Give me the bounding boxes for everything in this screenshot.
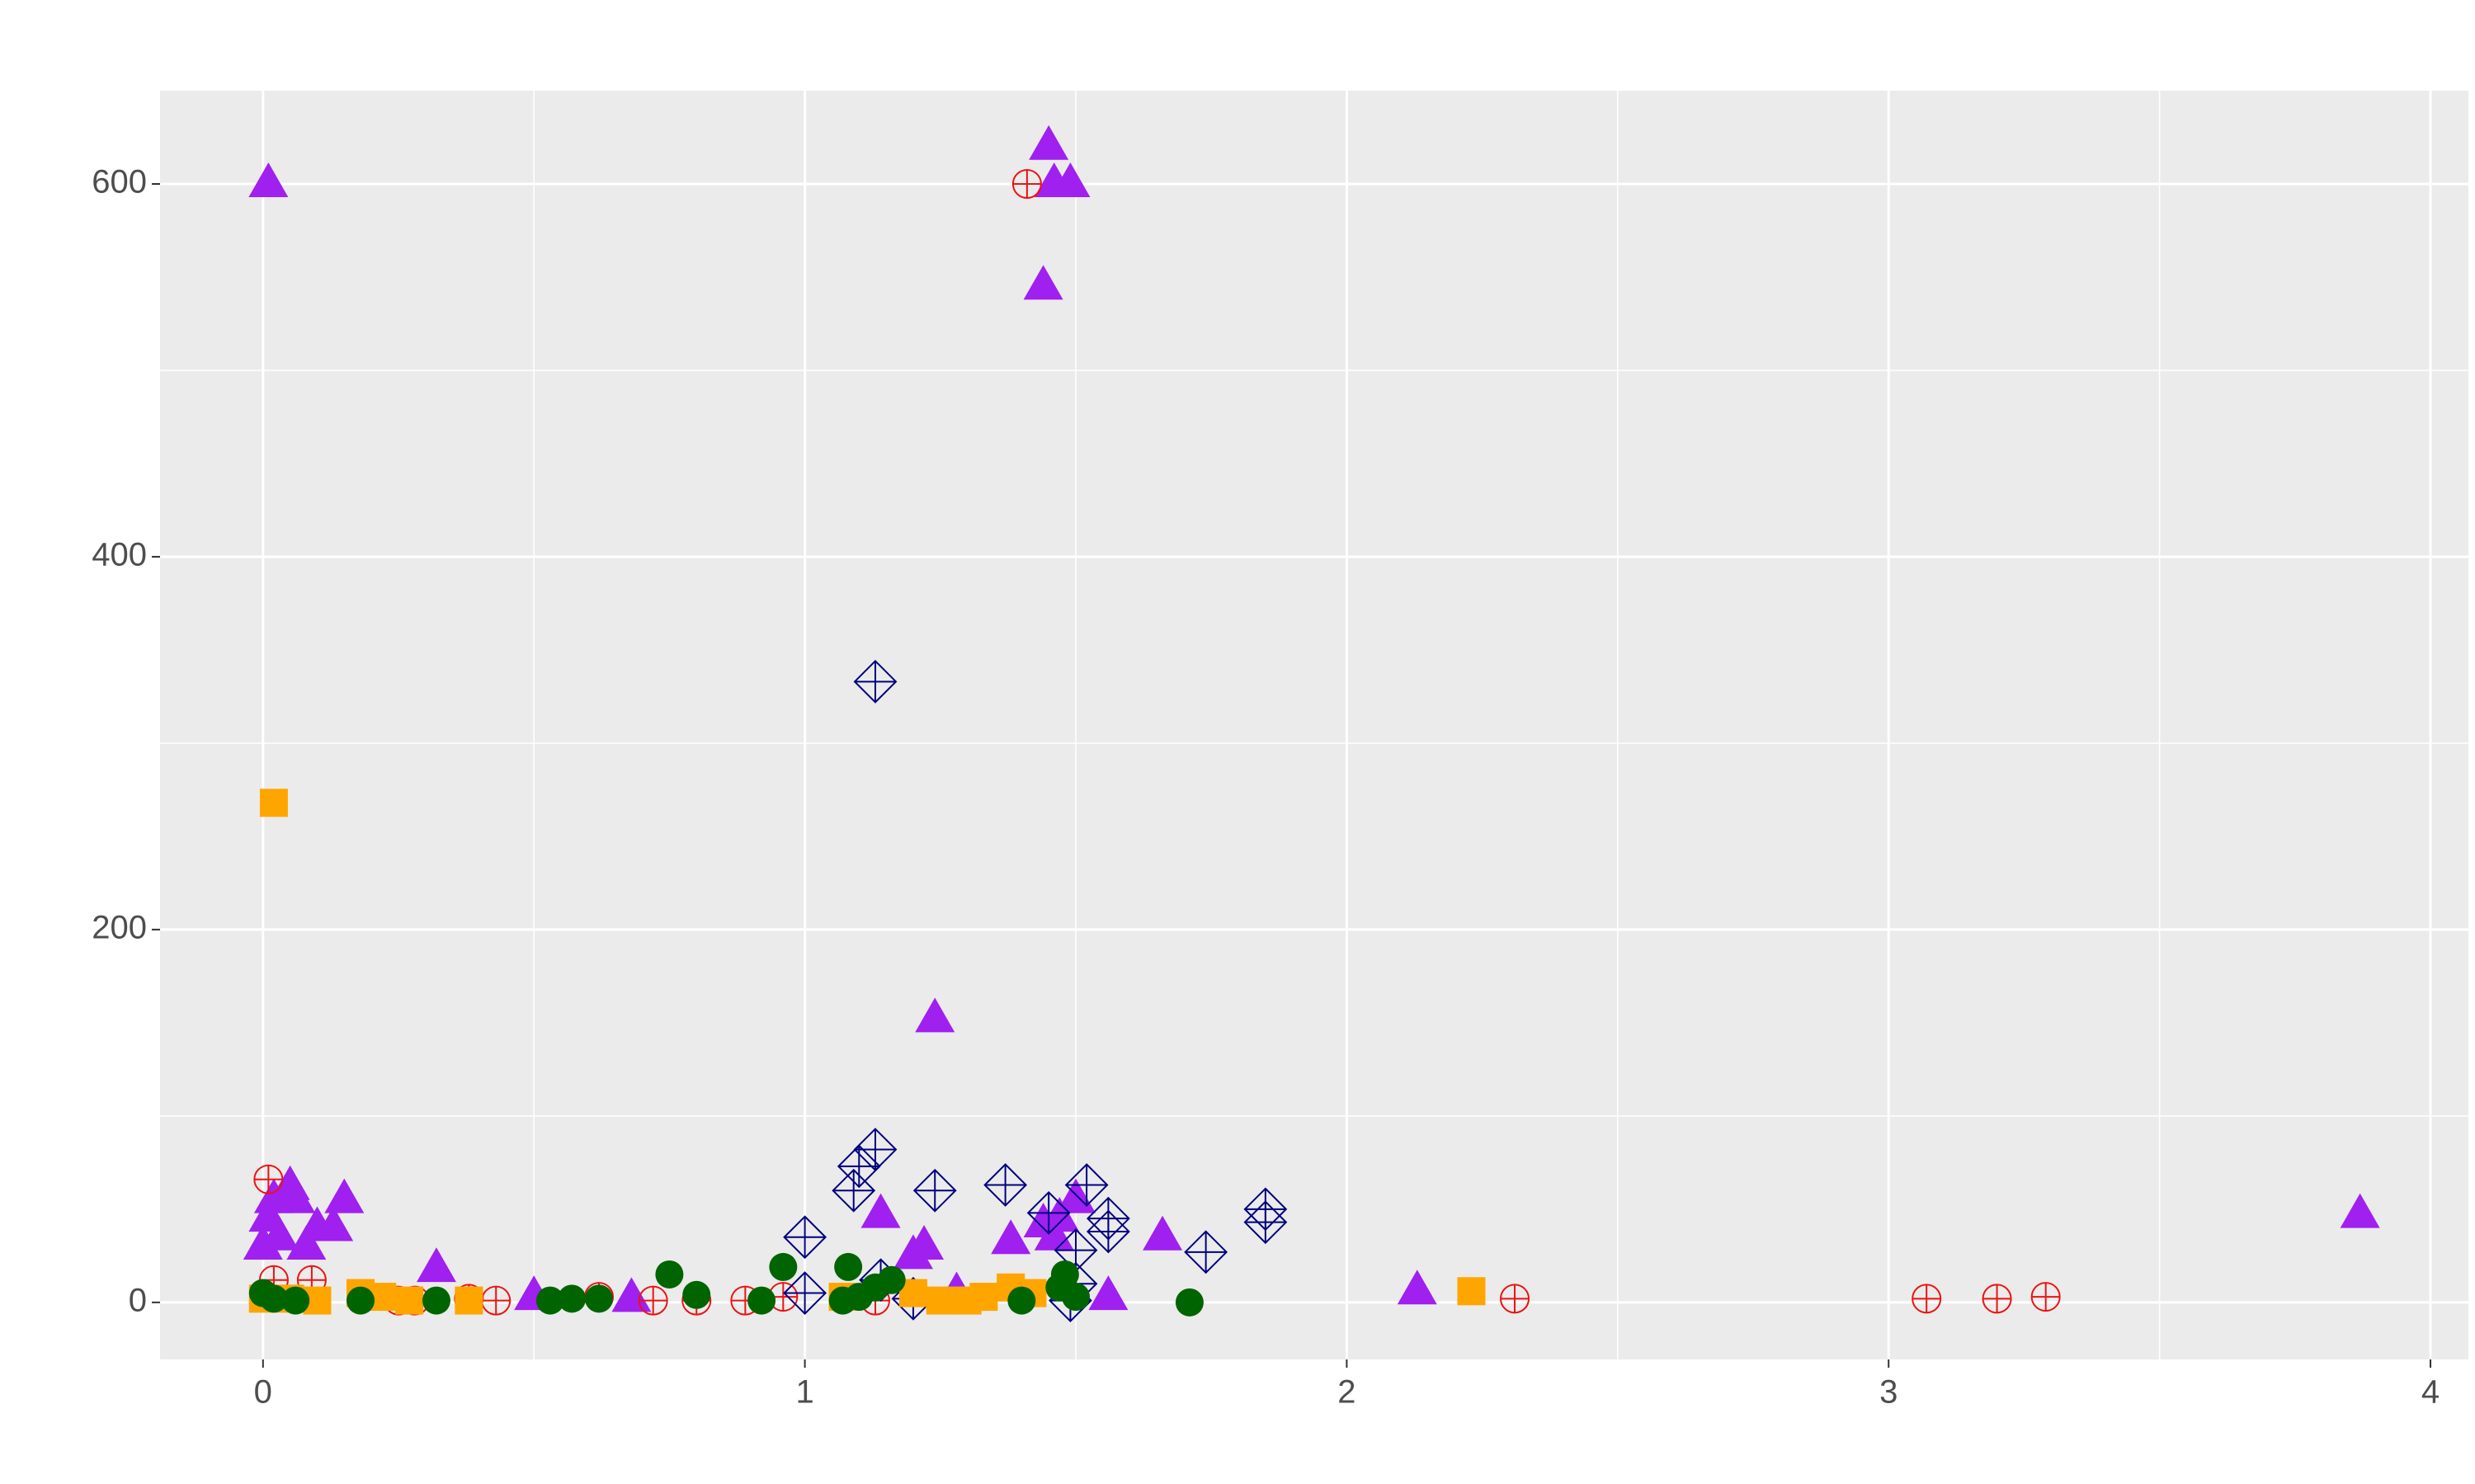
point bbox=[983, 1163, 1028, 1207]
point bbox=[324, 1178, 365, 1213]
y-tick-label: 0 bbox=[129, 1282, 147, 1318]
x-tick-label: 2 bbox=[1337, 1374, 1355, 1411]
point bbox=[395, 1286, 424, 1315]
point bbox=[248, 162, 289, 197]
point bbox=[558, 1284, 587, 1313]
point bbox=[1026, 1190, 1071, 1235]
point bbox=[1143, 1215, 1183, 1251]
point bbox=[1088, 1275, 1129, 1311]
point bbox=[915, 997, 955, 1033]
point bbox=[853, 659, 898, 704]
y-tick-label: 600 bbox=[92, 164, 147, 200]
y-tick-label: 400 bbox=[92, 537, 147, 573]
point bbox=[638, 1285, 668, 1316]
point bbox=[783, 1215, 827, 1260]
point bbox=[455, 1286, 483, 1315]
point bbox=[1029, 125, 1069, 160]
point bbox=[481, 1285, 512, 1316]
point bbox=[769, 1252, 798, 1281]
point bbox=[1500, 1284, 1530, 1314]
point bbox=[1982, 1284, 2012, 1314]
point bbox=[535, 1286, 564, 1315]
point bbox=[422, 1286, 450, 1315]
point bbox=[259, 1284, 288, 1313]
point bbox=[2340, 1193, 2380, 1228]
point bbox=[837, 1144, 881, 1189]
panel bbox=[160, 91, 2468, 1359]
point bbox=[416, 1247, 456, 1283]
point bbox=[346, 1286, 375, 1315]
point bbox=[1086, 1209, 1130, 1254]
x-tick-label: 1 bbox=[795, 1374, 813, 1411]
point bbox=[926, 1286, 955, 1315]
point bbox=[1040, 1197, 1080, 1232]
point bbox=[253, 1164, 284, 1194]
point bbox=[1457, 1277, 1486, 1306]
point bbox=[1912, 1284, 1942, 1314]
point bbox=[281, 1286, 310, 1315]
point bbox=[991, 1219, 1031, 1255]
x-tick-label: 3 bbox=[1879, 1374, 1898, 1411]
y-tick-label: 200 bbox=[92, 909, 147, 945]
point bbox=[853, 1128, 898, 1171]
point bbox=[877, 1265, 906, 1294]
point bbox=[1007, 1286, 1036, 1315]
point bbox=[783, 1271, 827, 1315]
point bbox=[259, 1215, 299, 1251]
point bbox=[286, 1225, 327, 1260]
point bbox=[611, 1277, 652, 1312]
point bbox=[1050, 162, 1091, 197]
point bbox=[860, 1193, 901, 1228]
x-tick-label: 0 bbox=[254, 1374, 272, 1411]
point bbox=[969, 1283, 998, 1312]
point bbox=[904, 1225, 945, 1260]
point bbox=[1397, 1270, 1437, 1305]
point bbox=[1050, 1260, 1079, 1288]
x-tick-label: 4 bbox=[2421, 1374, 2440, 1411]
point bbox=[243, 1225, 283, 1260]
point bbox=[276, 1178, 316, 1213]
point bbox=[1023, 265, 1063, 300]
point bbox=[2030, 1282, 2061, 1312]
point bbox=[585, 1284, 614, 1313]
point bbox=[1064, 1163, 1109, 1207]
point bbox=[1184, 1230, 1228, 1274]
point bbox=[1011, 168, 1042, 199]
point bbox=[834, 1252, 863, 1281]
point bbox=[912, 1168, 957, 1213]
point bbox=[682, 1280, 711, 1309]
point bbox=[1243, 1200, 1288, 1245]
point bbox=[1175, 1288, 1204, 1317]
point bbox=[314, 1206, 354, 1241]
point bbox=[1062, 1283, 1091, 1312]
point bbox=[832, 1168, 876, 1213]
point bbox=[655, 1260, 684, 1288]
point bbox=[259, 789, 288, 817]
point bbox=[747, 1286, 776, 1315]
